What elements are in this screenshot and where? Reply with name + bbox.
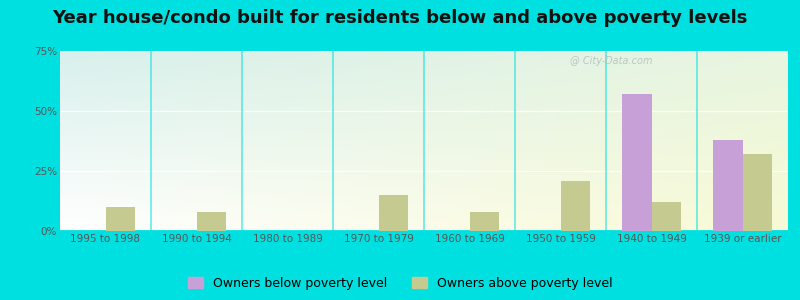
- Bar: [106, 207, 134, 231]
- Bar: [561, 181, 590, 231]
- Bar: [714, 140, 742, 231]
- Legend: Owners below poverty level, Owners above poverty level: Owners below poverty level, Owners above…: [184, 273, 616, 294]
- Text: @ City-Data.com: @ City-Data.com: [570, 56, 652, 66]
- Bar: [622, 94, 651, 231]
- Bar: [742, 154, 772, 231]
- Bar: [378, 195, 408, 231]
- Bar: [470, 212, 498, 231]
- Bar: [651, 202, 681, 231]
- Text: Year house/condo built for residents below and above poverty levels: Year house/condo built for residents bel…: [52, 9, 748, 27]
- Bar: [197, 212, 226, 231]
